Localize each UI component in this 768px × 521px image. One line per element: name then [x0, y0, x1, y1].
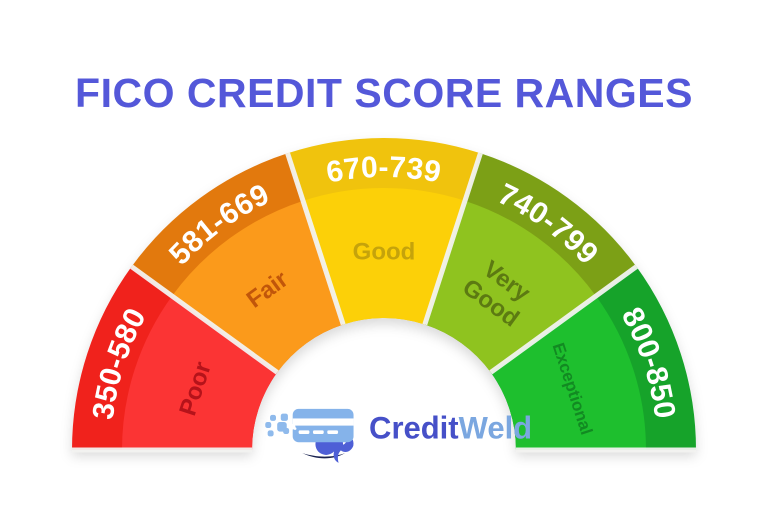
svg-text:CreditWeld: CreditWeld: [369, 411, 532, 446]
svg-text:Good: Good: [353, 238, 416, 265]
